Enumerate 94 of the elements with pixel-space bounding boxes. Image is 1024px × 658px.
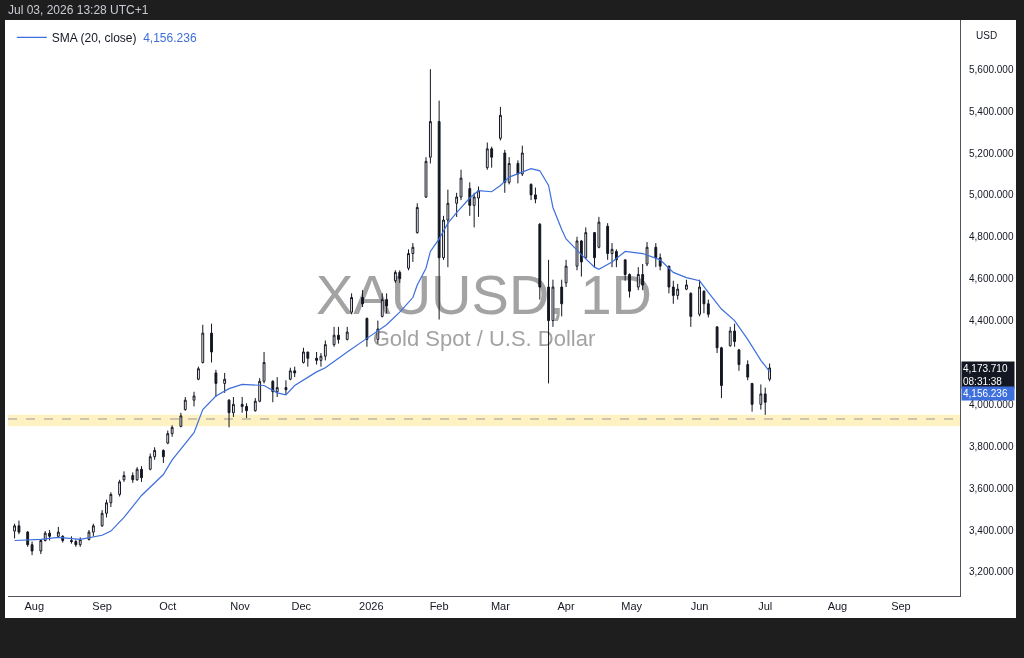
candlestick [302,347,305,365]
x-tick-label: 2026 [359,600,384,613]
candlestick [733,323,736,348]
candlestick [332,326,336,348]
candlestick [685,279,688,291]
y-tick-label: 4,600.000 [969,273,1014,285]
y-tick-label: 3,600.000 [969,482,1014,494]
x-tick-label: Sep [891,600,911,613]
y-axis-title: USD [976,30,998,41]
candlestick [645,241,649,267]
candlestick [768,363,772,382]
candlestick [140,465,143,483]
candlestick [196,366,200,381]
y-tick-label: 5,000.000 [969,189,1014,201]
candlestick [74,538,78,548]
x-tick-label: May [621,600,643,613]
candlestick [424,156,428,199]
candlestick [737,348,741,372]
candlestick [223,372,227,394]
x-tick-label: Mar [490,600,511,613]
y-tick-label: 3,800.000 [969,440,1014,452]
candlestick [122,470,126,483]
candlestick [520,145,524,177]
candlestick [564,259,568,288]
candlestick [240,396,244,414]
candlestick [428,68,432,164]
candlestick [201,324,205,365]
y-tick-label: 5,600.000 [969,63,1014,75]
candlestick [166,430,170,445]
candlestick [498,106,502,141]
y-tick-label: 5,400.000 [969,105,1014,117]
candlestick [39,538,43,555]
candlestick [503,149,507,194]
candlestick [746,359,750,381]
candlestick [485,142,489,171]
candlestick [227,398,231,428]
x-tick-label: Feb [429,600,449,613]
candlestick [288,367,292,381]
y-tick-label: 4,400.000 [969,315,1014,327]
candlestick [17,520,21,535]
text: Jul 03, 2026 13:28 UTC+1 [8,3,149,17]
candlestick [654,242,658,268]
candlestick [337,326,340,345]
text: 4,156.236 [963,388,1008,399]
candlestick [507,156,511,185]
y-tick-label: 4,800.000 [969,231,1014,243]
x-tick-label: Aug [24,600,45,613]
y-tick-label: 4,000.000 [969,398,1014,410]
y-tick-label: 3,200.000 [969,566,1014,578]
candlestick [135,466,139,482]
candlestick [70,535,73,545]
candlestick [446,189,450,268]
candlestick [170,424,174,438]
candlestick [763,387,767,416]
y-tick-label: 5,200.000 [969,147,1014,159]
candlestick [516,159,520,184]
candlestick [210,323,213,363]
candlestick [293,366,297,378]
candlestick [529,182,533,201]
legend-label: SMA (20, close) [51,31,137,46]
candlestick [30,541,34,556]
candlestick [728,326,732,348]
candlestick [468,181,472,217]
candlestick [284,379,288,396]
candlestick [179,412,183,428]
x-tick-label: Nov [230,600,251,613]
candlestick [415,202,419,235]
x-tick-label: Dec [291,600,312,613]
y-tick-label: 3,400.000 [969,524,1014,536]
x-tick-label: Sep [92,600,112,613]
candlestick [306,351,310,368]
candlestick [183,396,187,412]
text: 4,173.710 08:31:38 [963,363,1008,387]
candlestick [118,479,122,498]
x-tick-label: Aug [827,600,848,613]
candlestick [131,471,135,484]
candlestick [750,382,754,413]
candlestick [192,391,196,407]
line-series [13,168,771,542]
candlestick [689,291,693,328]
x-tick-label: Apr [557,600,575,613]
candlestick [275,376,279,398]
x-tick-label: Jul [758,600,773,613]
candlestick [214,369,218,398]
x-tick-label: Jun [690,600,709,613]
candlestick [48,529,51,541]
candlestick [759,383,763,411]
candlestick [161,448,165,464]
candlestick [676,283,680,301]
annotation: 4,156.236 [143,31,197,46]
candlestick [345,326,349,341]
candlestick [91,523,95,537]
x-tick-label: Oct [159,600,177,613]
candlestick [490,146,494,169]
